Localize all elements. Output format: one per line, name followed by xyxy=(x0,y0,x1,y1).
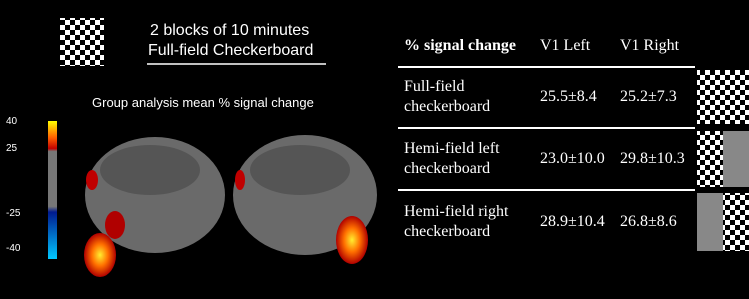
cell-value: 29.8±10.3 xyxy=(620,150,685,168)
cell-value: 25.2±7.3 xyxy=(620,88,677,106)
row-label: Hemi-field right checkerboard xyxy=(404,202,514,242)
figure: 2 blocks of 10 minutes Full-field Checke… xyxy=(0,0,749,299)
colorbar-label: 40 xyxy=(6,116,17,127)
stimulus-icon xyxy=(60,18,104,66)
cell-value: 26.8±8.6 xyxy=(620,213,677,231)
cell-value: 23.0±10.0 xyxy=(540,150,605,168)
table-header: V1 Left xyxy=(540,37,590,55)
cell-value: 25.5±8.4 xyxy=(540,88,597,106)
header-line: Full-field Checkerboard xyxy=(148,42,313,60)
colorbar-label: 25 xyxy=(6,143,17,154)
colorbar-label: -40 xyxy=(6,243,20,254)
brain-right xyxy=(233,135,377,264)
table-header: V1 Right xyxy=(620,37,679,55)
cell-value: 28.9±10.4 xyxy=(540,213,605,231)
stimulus-thumb xyxy=(697,70,749,124)
table-header: % signal change xyxy=(404,37,516,55)
colorbar xyxy=(48,121,57,259)
panel-title: Group analysis mean % signal change xyxy=(92,95,314,110)
header-line: 2 blocks of 10 minutes xyxy=(150,22,309,40)
row-label: Hemi-field left checkerboard xyxy=(404,139,514,179)
stimulus-half xyxy=(697,131,723,187)
row-label: Full-field checkerboard xyxy=(404,77,514,117)
stimulus-half xyxy=(723,193,749,251)
brain-left xyxy=(84,137,225,277)
colorbar-label: -25 xyxy=(6,208,20,219)
